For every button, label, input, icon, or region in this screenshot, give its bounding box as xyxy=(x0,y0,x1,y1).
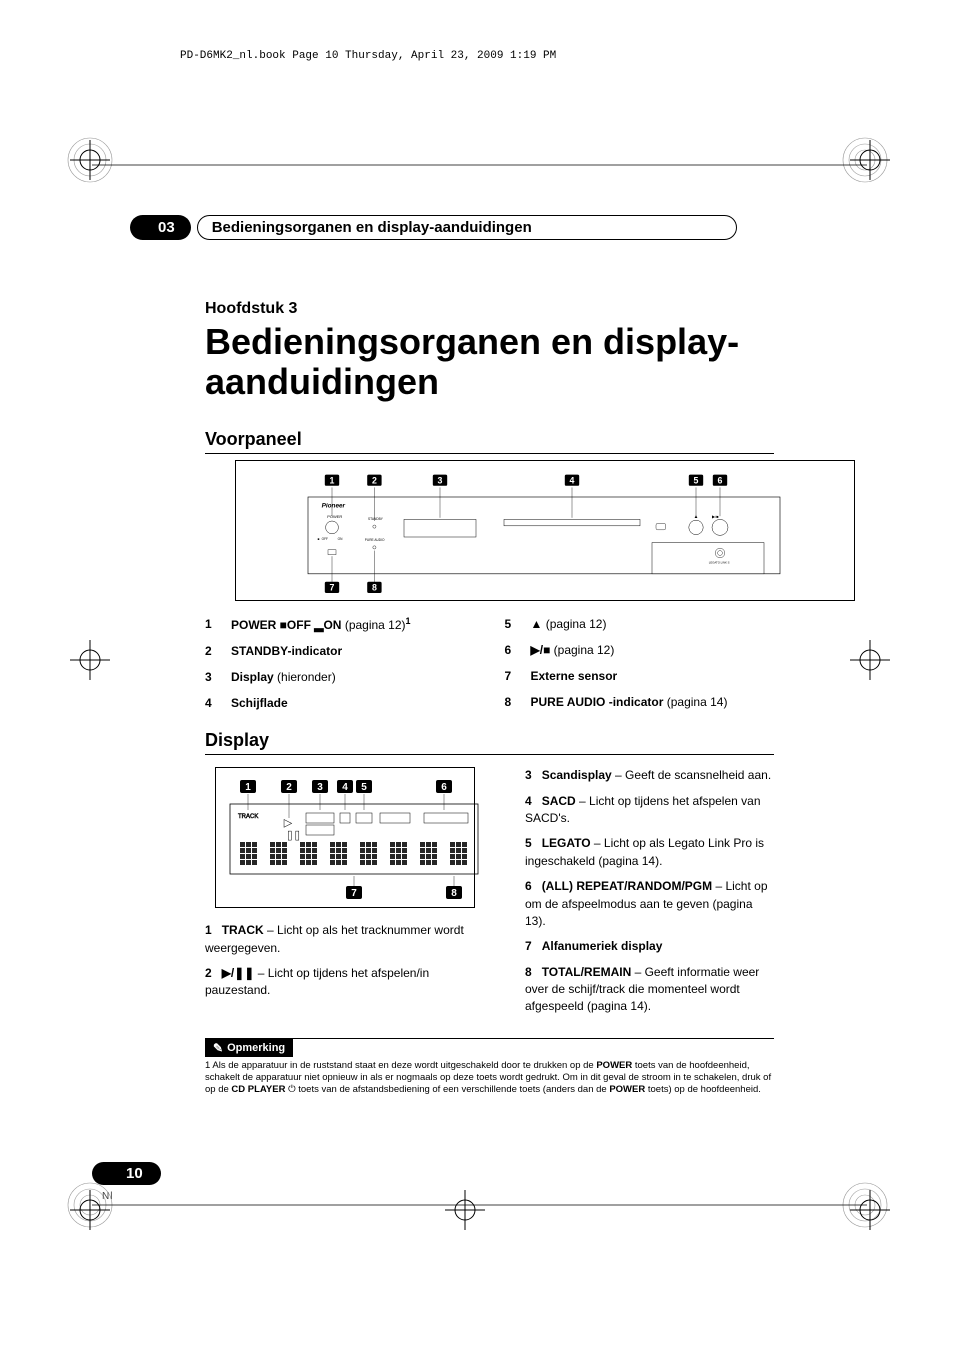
pencil-icon: ✎ xyxy=(213,1041,223,1055)
list-item: 5LEGATO – Licht op als Legato Link Pro i… xyxy=(525,835,774,870)
svg-text:■: ■ xyxy=(318,537,320,541)
svg-text:6: 6 xyxy=(441,782,447,793)
list-item: 3Display (hieronder) xyxy=(205,668,475,686)
svg-text:3: 3 xyxy=(438,476,443,486)
section-title: Bedieningsorganen en display-aanduidinge… xyxy=(197,215,737,240)
svg-text:▶/■: ▶/■ xyxy=(712,514,719,519)
list-item: 1POWER ■OFF ▂ON (pagina 12)1 xyxy=(205,615,475,634)
section-header: 03 Bedieningsorganen en display-aanduidi… xyxy=(130,215,874,240)
footnote-badge: ✎ Opmerking xyxy=(205,1039,293,1057)
list-item: 5▲ (pagina 12) xyxy=(505,615,775,633)
list-item: 4Schijflade xyxy=(205,694,475,712)
svg-text:Pioneer: Pioneer xyxy=(322,503,346,510)
front-panel-heading: Voorpaneel xyxy=(205,429,774,454)
list-item: 2STANDBY-indicator xyxy=(205,642,475,660)
footnote: ✎ Opmerking 1 Als de apparatuur in de ru… xyxy=(205,1038,774,1096)
list-item: 1TRACK – Licht op als het tracknummer wo… xyxy=(205,922,495,957)
chapter-label: Hoofdstuk 3 xyxy=(205,300,774,318)
book-header: PD-D6MK2_nl.book Page 10 Thursday, April… xyxy=(180,50,556,62)
svg-text:8: 8 xyxy=(372,583,377,593)
svg-text:4: 4 xyxy=(342,782,348,793)
display-diagram: TRACK ▶ ❚❚ xyxy=(215,767,475,908)
svg-text:6: 6 xyxy=(718,476,723,486)
svg-text:7: 7 xyxy=(351,888,357,899)
svg-text:LEGATO LINK S: LEGATO LINK S xyxy=(709,561,730,565)
list-item: 4SACD – Licht op tijdens het afspelen va… xyxy=(525,793,774,828)
svg-text:8: 8 xyxy=(451,888,457,899)
svg-text:1: 1 xyxy=(245,782,251,793)
list-item: 8PURE AUDIO -indicator (pagina 14) xyxy=(505,693,775,711)
svg-text:2: 2 xyxy=(286,782,292,793)
list-item: 7Externe sensor xyxy=(505,667,775,685)
section-number: 03 xyxy=(130,215,191,240)
svg-text:1: 1 xyxy=(330,476,335,486)
svg-text:❚❚: ❚❚ xyxy=(286,830,301,841)
svg-text:TRACK: TRACK xyxy=(238,814,258,820)
svg-text:4: 4 xyxy=(570,476,575,486)
svg-text:POWER: POWER xyxy=(327,514,342,519)
list-item: 7Alfanumeriek display xyxy=(525,938,774,955)
svg-text:5: 5 xyxy=(361,782,367,793)
svg-text:▶: ▶ xyxy=(284,818,292,829)
svg-text:ON: ON xyxy=(338,537,343,541)
list-item: 8TOTAL/REMAIN – Geeft informatie weer ov… xyxy=(525,964,774,1016)
language-label: Nl xyxy=(102,1191,113,1202)
list-item: 6▶/■ (pagina 12) xyxy=(505,641,775,659)
chapter-title: Bedieningsorganen en display-aanduidinge… xyxy=(205,322,774,401)
svg-text:STANDBY: STANDBY xyxy=(368,517,384,521)
svg-text:PURE AUDIO: PURE AUDIO xyxy=(365,538,385,542)
svg-text:2: 2 xyxy=(372,476,377,486)
svg-text:7: 7 xyxy=(330,583,335,593)
svg-text:5: 5 xyxy=(694,476,699,486)
list-item: 2▶/❚❚ – Licht op tijdens het afspelen/in… xyxy=(205,965,495,1000)
svg-text:3: 3 xyxy=(317,782,323,793)
list-item: 3Scandisplay – Geeft de scansnelheid aan… xyxy=(525,767,774,784)
page-number: 10 xyxy=(92,1162,161,1185)
display-heading: Display xyxy=(205,730,774,755)
footnote-text: 1 Als de apparatuur in de ruststand staa… xyxy=(205,1060,774,1096)
front-panel-diagram: 1 2 3 4 5 6 Pioneer POWER ■ OFF ON STANDBY PU… xyxy=(235,460,855,601)
svg-text:OFF: OFF xyxy=(322,537,328,541)
front-panel-items: 1POWER ■OFF ▂ON (pagina 12)1 2STANDBY-ind… xyxy=(205,615,774,720)
list-item: 6(ALL) REPEAT/RANDOM/PGM – Licht op om d… xyxy=(525,878,774,930)
